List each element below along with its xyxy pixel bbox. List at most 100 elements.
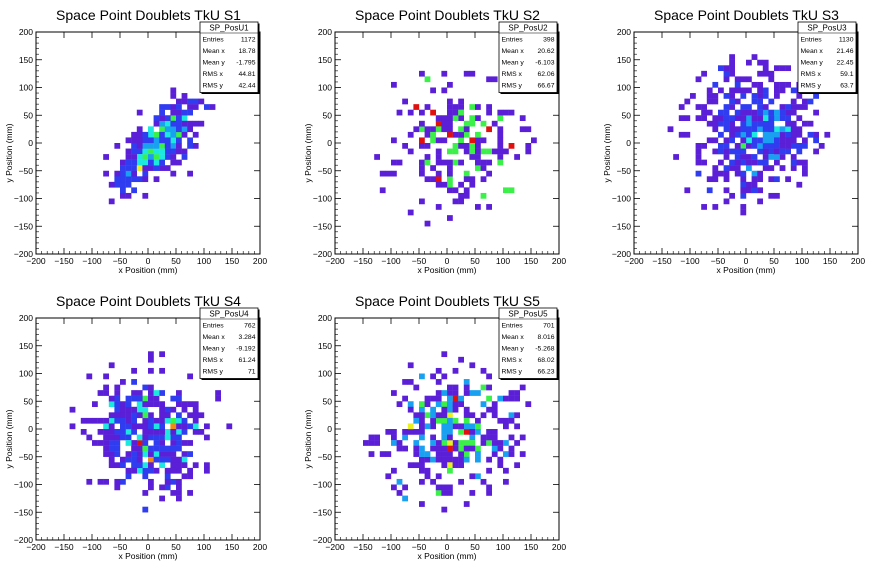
histogram-bin (508, 434, 515, 441)
y-axis-label: y Position (mm) (303, 409, 313, 468)
histogram-bin (209, 104, 216, 110)
histogram-bin (519, 384, 526, 391)
histogram-bin (176, 490, 182, 496)
histogram-bin (198, 412, 205, 419)
histogram-bin (458, 109, 464, 116)
histogram-bin (192, 98, 199, 105)
histogram-bin (447, 181, 453, 188)
histogram-bin (706, 187, 713, 194)
histogram-bin (785, 131, 791, 138)
histogram-bin (452, 395, 459, 402)
histogram-bin (97, 390, 104, 396)
histogram-bin (396, 445, 403, 452)
histogram-bin (198, 429, 205, 435)
histogram-bin (712, 176, 719, 183)
histogram-bin (120, 417, 126, 424)
histogram-bin (114, 181, 121, 188)
histogram-bin (480, 478, 487, 485)
histogram-bin (142, 165, 149, 171)
stats-label: Mean y (502, 60, 525, 67)
histogram-bin (215, 395, 221, 402)
histogram-bin (131, 456, 137, 463)
histogram-bin (97, 478, 104, 485)
histogram-bin (170, 434, 177, 441)
histogram-bin (181, 406, 188, 413)
histogram-bin (86, 373, 93, 380)
histogram-bin (796, 143, 803, 149)
histogram-bin (723, 154, 730, 160)
histogram-bin (136, 137, 143, 144)
stats-label: RMS x (502, 357, 523, 364)
histogram-bin (718, 131, 724, 138)
histogram-bin (181, 115, 188, 121)
histogram-bin (774, 148, 780, 155)
histogram-bin (142, 154, 149, 160)
histogram-bin (80, 429, 87, 435)
histogram-bin (469, 390, 476, 396)
histogram-bin (779, 148, 786, 155)
histogram-bin (746, 187, 752, 194)
histogram-bin (802, 98, 808, 105)
histogram-bin (136, 412, 143, 419)
x-tick-label: 0 (146, 542, 151, 552)
histogram-bin (475, 115, 481, 121)
histogram-bin (419, 434, 425, 441)
histogram-bin (435, 170, 442, 177)
histogram-bin (447, 440, 453, 446)
histogram-bin (813, 93, 819, 99)
histogram-bin (103, 434, 109, 441)
histogram-bin (491, 429, 498, 435)
histogram-bin (204, 434, 210, 441)
histogram-bin (413, 440, 420, 446)
x-tick-label: 100 (197, 256, 211, 266)
histogram-bin (441, 462, 448, 469)
histogram-bin (153, 143, 160, 149)
histogram-bin (125, 423, 132, 430)
histogram-bin (176, 137, 182, 144)
histogram-bin (215, 390, 221, 396)
histogram-bin (170, 120, 177, 127)
x-tick-label: −150 (652, 256, 671, 266)
histogram-bin (379, 187, 386, 194)
histogram-bin (447, 131, 453, 138)
histogram-bin (491, 406, 498, 413)
histogram-bin (768, 120, 775, 127)
y-tick-label: −100 (14, 194, 33, 204)
histogram-bin (142, 159, 149, 166)
histogram-bin (463, 379, 470, 385)
y-axis-label: y Position (mm) (4, 409, 14, 468)
histogram-bin (391, 137, 397, 144)
histogram-bin (164, 131, 171, 138)
histogram-bin (469, 70, 476, 77)
histogram-bin (740, 131, 747, 138)
histogram-bin (407, 109, 414, 116)
histogram-bin (751, 109, 758, 116)
histogram-bin (740, 93, 747, 99)
histogram-bin (712, 165, 719, 171)
histogram-bin (187, 473, 193, 480)
histogram-bin (452, 384, 459, 391)
histogram-bin (762, 126, 769, 133)
histogram-bin (729, 159, 735, 166)
histogram-bin (480, 176, 487, 183)
histogram-bin (508, 451, 515, 457)
histogram-bin (430, 373, 436, 380)
stats-value: 21.46 (836, 48, 853, 55)
histogram-bin (108, 445, 115, 452)
histogram-bin (751, 98, 758, 105)
histogram-bin (796, 93, 803, 99)
histogram-bin (463, 423, 470, 430)
histogram-bin (159, 351, 165, 358)
histogram-bin (159, 367, 165, 374)
stats-label: Entries (502, 323, 524, 330)
histogram-bin (701, 204, 707, 210)
histogram-bin (458, 143, 464, 149)
stats-label: Mean y (801, 60, 824, 67)
y-tick-label: 150 (19, 341, 33, 351)
histogram-bin (514, 390, 520, 396)
histogram-bin (796, 131, 803, 138)
histogram-bin (413, 462, 420, 469)
histogram-bin (762, 59, 769, 66)
x-tick-label: −200 (624, 256, 643, 266)
histogram-bin (779, 126, 786, 133)
